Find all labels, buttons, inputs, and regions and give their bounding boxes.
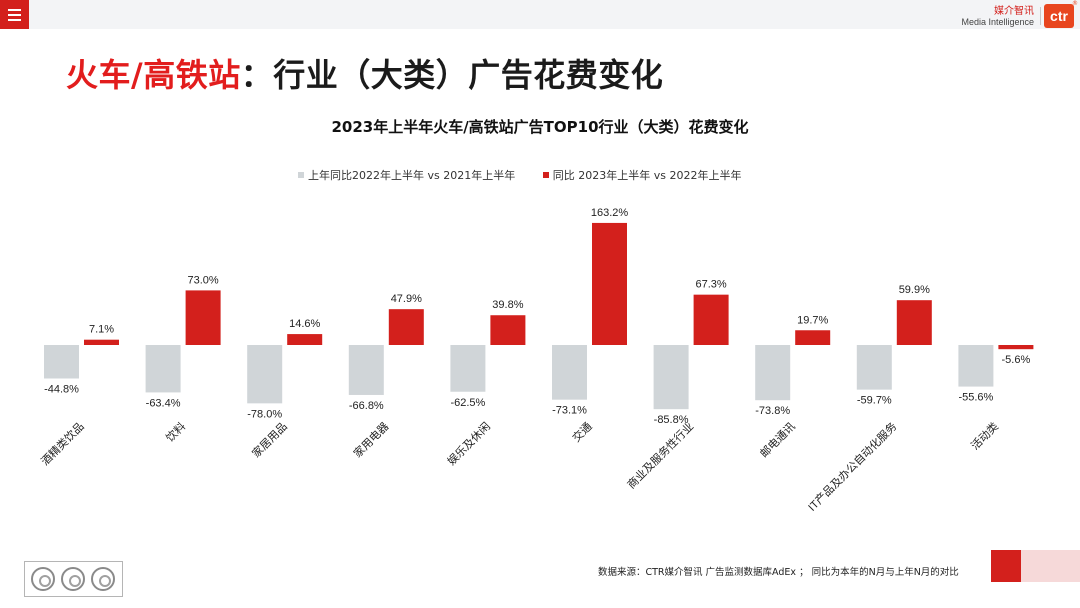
category-label: 家居用品 [249, 419, 290, 460]
bar-prior-year [958, 345, 994, 387]
category-label: IT产品及办公自动化服务 [805, 419, 900, 514]
certification-badges [24, 561, 123, 597]
category-label: 娱乐及休闲 [444, 419, 493, 468]
registered-mark: ® [1072, 0, 1078, 7]
data-label: 47.9% [391, 293, 422, 305]
data-label: -73.1% [552, 405, 587, 417]
slide-title: 火车/高铁站：行业（大类）广告花费变化 [66, 50, 663, 96]
bar-current-year [388, 309, 424, 345]
bar-prior-year [145, 345, 181, 393]
bar-current-year [592, 222, 627, 345]
top-bar: 媒介智讯 Media Intelligence ctr ® [0, 0, 1080, 29]
data-label: -66.8% [349, 400, 384, 412]
bar-prior-year [653, 345, 689, 410]
category-label: 商业及服务性行业 [624, 419, 696, 491]
legend-item-current: 同比 2023年上半年 vs 2022年上半年 [542, 167, 742, 183]
bar-prior-year [348, 345, 384, 395]
slide-title-highlight: 火车/高铁站 [66, 56, 241, 94]
legend-swatch-prior [298, 172, 304, 178]
sgs-seal-icon [31, 567, 55, 591]
data-label: 59.9% [899, 284, 930, 296]
category-label: 酒精类饮品 [38, 419, 87, 468]
brand-name-cn: 媒介智讯 [994, 6, 1034, 17]
data-label: 163.2% [591, 207, 629, 219]
category-label: 邮电通讯 [758, 420, 798, 460]
slide-title-rest: ：行业（大类）广告花费变化 [240, 56, 664, 94]
category-label: 活动类 [968, 419, 1001, 452]
data-label: -78.0% [247, 408, 282, 420]
bar-current-year [84, 339, 119, 345]
corner-decoration-accent [991, 550, 1021, 582]
data-source-note: 数据来源：CTR媒介智讯 广告监测数据库AdEx ； 同比为本年的N月与上年N月… [598, 567, 959, 578]
bar-prior-year [856, 345, 892, 390]
data-label: -59.7% [857, 395, 892, 407]
legend-label-prior: 上年同比2022年上半年 vs 2021年上半年 [308, 169, 516, 182]
data-label: -55.6% [958, 392, 993, 404]
data-label: 7.1% [89, 324, 114, 336]
bar-current-year [795, 330, 831, 345]
chart-title: 2023年上半年火车/高铁站广告TOP10行业（大类）花费变化 [331, 118, 749, 136]
data-label: -62.5% [450, 397, 485, 409]
brand-divider [1040, 7, 1041, 25]
bar-prior-year [755, 345, 791, 401]
data-label: 67.3% [695, 279, 726, 291]
data-label: -44.8% [44, 384, 79, 396]
menu-icon[interactable] [0, 0, 29, 29]
sgs-seal-icon [91, 567, 115, 591]
data-label: -63.4% [146, 397, 181, 409]
brand-name-en: Media Intelligence [961, 17, 1034, 27]
bar-current-year [490, 315, 526, 345]
chart-legend: 上年同比2022年上半年 vs 2021年上半年 同比 2023年上半年 vs … [298, 167, 765, 183]
bar-current-year [896, 300, 932, 345]
category-label: 家用电器 [350, 419, 391, 460]
bar-current-year [693, 294, 729, 345]
legend-item-prior: 上年同比2022年上半年 vs 2021年上半年 [298, 167, 515, 183]
data-label: 19.7% [797, 314, 828, 326]
data-label: 14.6% [289, 318, 320, 330]
data-label: -73.8% [755, 405, 790, 417]
category-label: 饮料 [163, 419, 188, 444]
data-label: -5.6% [1002, 354, 1031, 366]
bar-prior-year [247, 345, 283, 404]
bar-current-year [185, 290, 221, 345]
legend-swatch-current [542, 172, 549, 178]
brand-text: 媒介智讯 Media Intelligence [961, 6, 1034, 28]
bar-prior-year [44, 345, 79, 379]
data-label: 39.8% [492, 299, 523, 311]
bar-prior-year [552, 345, 587, 400]
ctr-logo: ctr [1044, 4, 1074, 28]
sgs-seal-icon [61, 567, 85, 591]
category-label: 交通 [569, 419, 594, 444]
bar-current-year [998, 345, 1034, 350]
data-label: 73.0% [187, 274, 218, 286]
bar-current-year [287, 334, 323, 345]
bar-prior-year [450, 345, 486, 392]
legend-label-current: 同比 2023年上半年 vs 2022年上半年 [552, 169, 742, 182]
data-label: -85.8% [654, 414, 689, 426]
